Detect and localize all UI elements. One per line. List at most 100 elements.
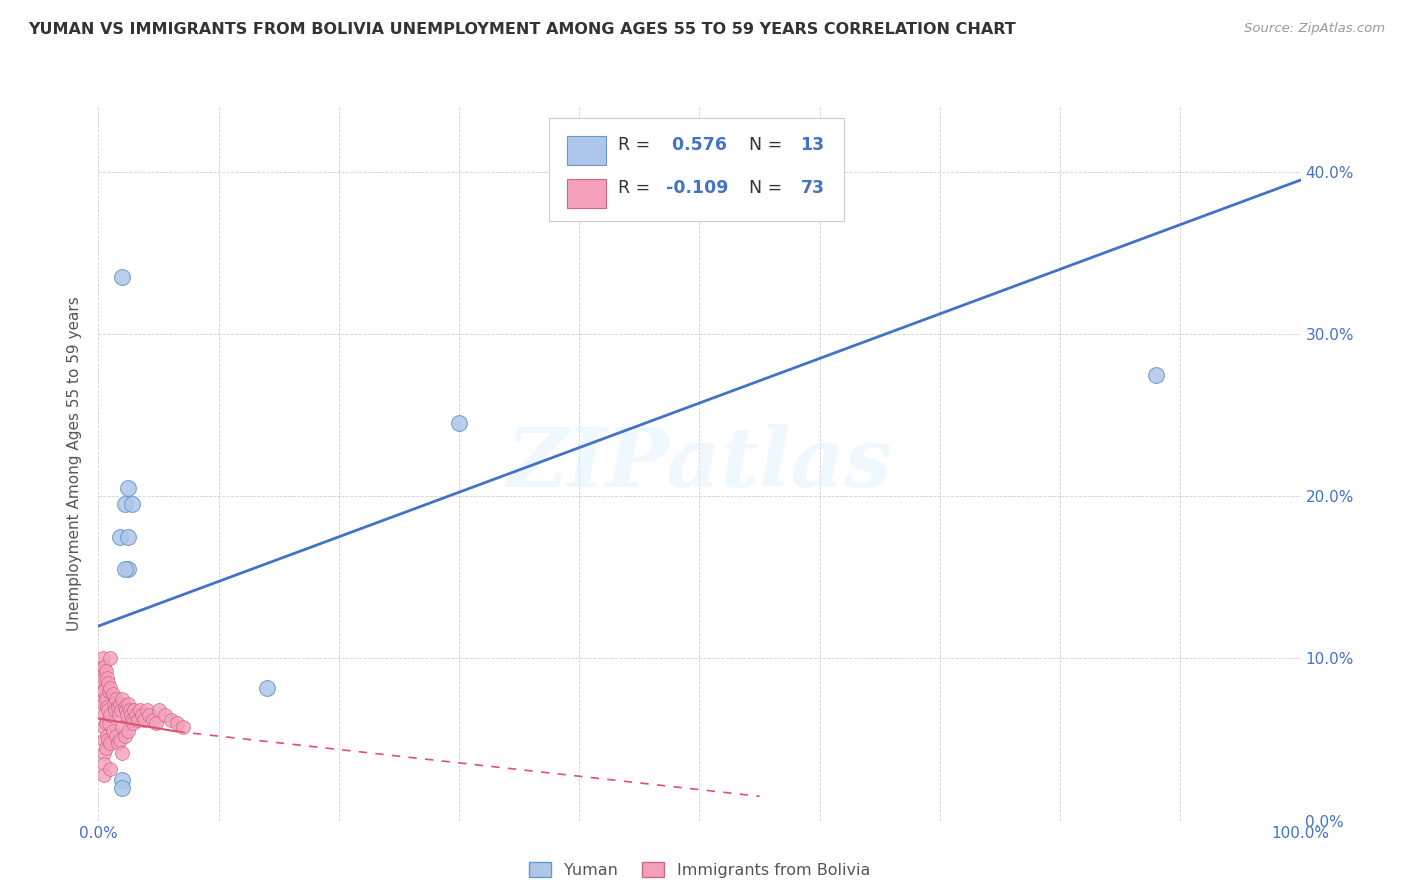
Point [100,762,122,776]
Text: 73: 73 [800,179,824,197]
Point [97,732,120,747]
Point [256,681,278,695]
Point [111,781,134,796]
Point [108,530,131,544]
Point [117,562,139,576]
Point [153,708,176,723]
Point [103,697,125,711]
Point [91,659,114,673]
Point [121,713,143,727]
Point [100,651,122,665]
Point [131,708,153,723]
FancyBboxPatch shape [550,118,844,221]
Point [447,417,470,431]
Text: Source: ZipAtlas.com: Source: ZipAtlas.com [1244,22,1385,36]
Point [97,703,120,717]
Point [111,746,134,760]
Text: 0.576: 0.576 [666,136,727,154]
Point [117,708,139,723]
Point [91,692,114,706]
Point [100,708,122,723]
Point [100,681,122,695]
Point [105,692,128,706]
Point [93,659,115,673]
Point [97,675,120,690]
Point [94,740,117,755]
Point [108,697,131,711]
Point [101,724,124,739]
Point [127,713,149,727]
Point [108,708,131,723]
Legend: Yuman, Immigrants from Bolivia: Yuman, Immigrants from Bolivia [523,855,876,884]
Point [125,708,148,723]
Text: R =: R = [617,136,655,154]
Text: -0.109: -0.109 [666,179,728,197]
Point [1144,368,1167,382]
Point [132,713,155,727]
Point [145,716,167,731]
Point [114,729,136,743]
Point [98,716,121,731]
Point [141,713,163,727]
Text: R =: R = [617,179,655,197]
Point [100,736,122,750]
Point [91,667,114,681]
Point [91,684,114,698]
Point [94,665,117,679]
Point [111,720,134,734]
Point [104,703,127,717]
Point [117,530,139,544]
Point [114,562,136,576]
Point [101,687,124,701]
Y-axis label: Unemployment Among Ages 55 to 59 years: Unemployment Among Ages 55 to 59 years [67,296,83,632]
Point [117,697,139,711]
Point [96,700,118,714]
Point [93,720,115,734]
Point [107,700,129,714]
Point [122,716,145,731]
Point [93,708,115,723]
Point [115,703,138,717]
Point [93,671,115,685]
Point [93,768,115,782]
Point [117,481,139,495]
Point [138,708,160,723]
Point [96,671,118,685]
Point [159,713,181,727]
Text: N =: N = [738,179,787,197]
Point [94,692,117,706]
Point [135,703,157,717]
Point [120,708,142,723]
Point [111,692,134,706]
Text: ZIPatlas: ZIPatlas [506,424,893,504]
Point [124,703,146,717]
Point [129,703,152,717]
Point [121,497,143,511]
Point [114,497,136,511]
Text: YUMAN VS IMMIGRANTS FROM BOLIVIA UNEMPLOYMENT AMONG AGES 55 TO 59 YEARS CORRELAT: YUMAN VS IMMIGRANTS FROM BOLIVIA UNEMPLO… [28,22,1017,37]
Point [91,651,114,665]
Point [91,675,114,690]
Point [107,736,129,750]
Point [118,703,141,717]
Point [111,773,134,788]
Point [93,732,115,747]
Point [105,729,128,743]
Point [93,684,115,698]
Point [148,703,170,717]
Point [110,703,132,717]
Point [114,700,136,714]
Point [98,684,121,698]
Text: N =: N = [738,136,787,154]
Point [172,720,194,734]
Point [96,729,118,743]
Point [166,716,188,731]
Point [93,746,115,760]
Point [111,270,134,285]
FancyBboxPatch shape [567,136,606,165]
Point [108,732,131,747]
Point [93,756,115,771]
Point [94,716,117,731]
FancyBboxPatch shape [567,179,606,208]
Point [117,724,139,739]
